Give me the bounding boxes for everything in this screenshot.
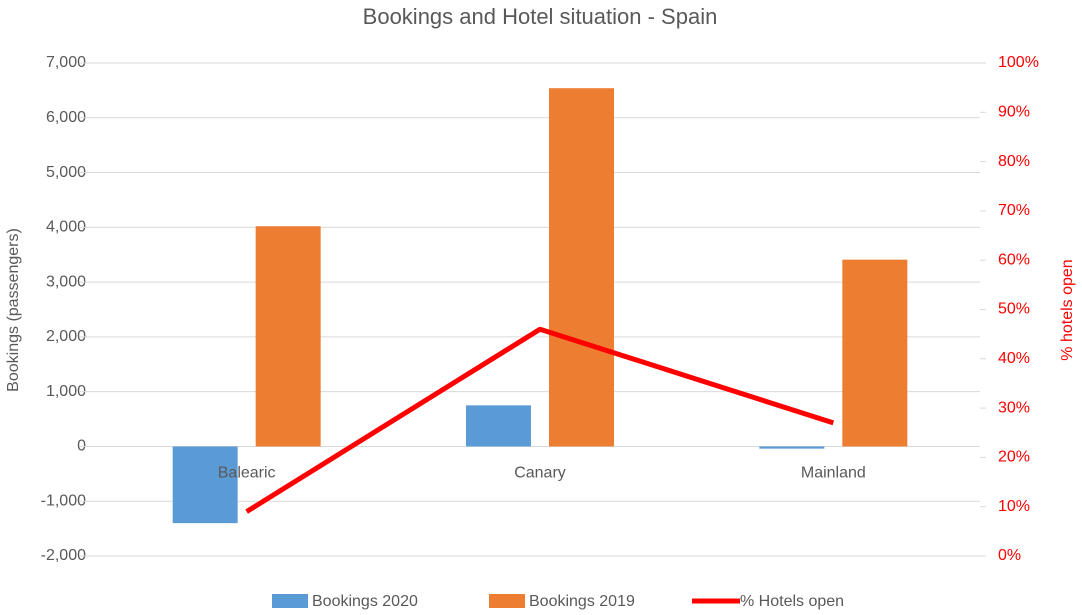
y2-tick-label: 40% [998,350,1030,367]
legend-label: % Hotels open [740,593,844,610]
y2-tick-label: 50% [998,301,1030,318]
y-tick-label: 7,000 [46,54,86,71]
legend-label: Bookings 2020 [312,593,418,610]
bar [466,405,531,447]
line-series [245,326,835,514]
y-tick-label: -2,000 [41,547,86,564]
y-tick-label: 1,000 [46,383,86,400]
y2-tick-label: 10% [998,498,1030,515]
bar [842,259,908,447]
y2-tick-label: 70% [998,202,1030,219]
legend-label: Bookings 2019 [529,593,635,610]
x-tick-label: Balearic [218,465,276,482]
y2-axis-title: % hotels open [1059,259,1076,360]
y-tick-label: 6,000 [46,109,86,126]
bar [255,226,321,447]
y2-tick-label: 20% [998,449,1030,466]
bar [172,446,238,524]
y2-tick-label: 30% [998,399,1030,416]
y-axis-title: Bookings (passengers) [5,228,22,392]
legend-swatch [272,594,308,608]
y-tick-label: 5,000 [46,164,86,181]
y2-tick-label: 100% [998,54,1039,71]
y2-tick-label: 60% [998,251,1030,268]
bar [759,446,825,449]
y-tick-label: 2,000 [46,328,86,345]
y2-tick-label: 0% [998,547,1021,564]
bar [549,88,614,447]
x-tick-label: Mainland [801,465,866,482]
y-tick-label: 4,000 [46,219,86,236]
y2-tick-label: 80% [998,153,1030,170]
y-tick-label: 3,000 [46,273,86,290]
legend-swatch [489,594,525,608]
y2-tick-label: 90% [998,104,1030,121]
chart-title: Bookings and Hotel situation - Spain [363,4,718,29]
y-tick-label: -1,000 [41,492,86,509]
x-tick-label: Canary [514,465,566,482]
